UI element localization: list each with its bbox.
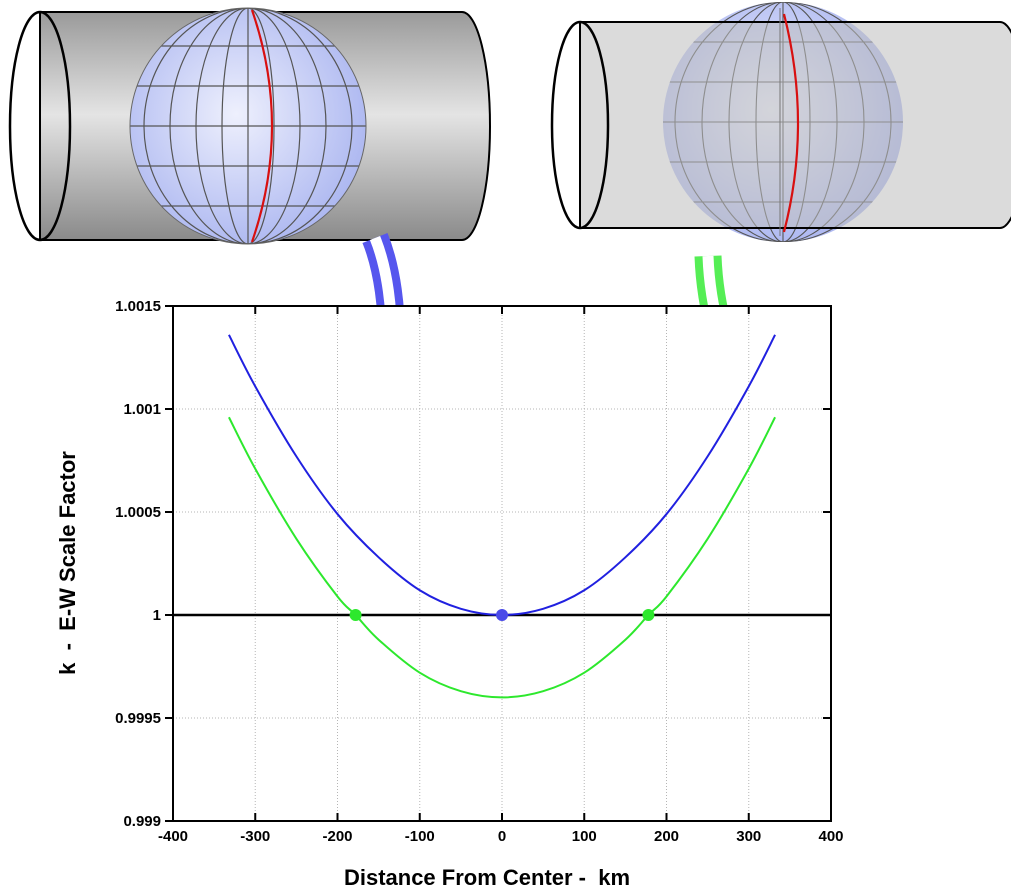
cylinder-body bbox=[579, 21, 1011, 229]
x-tick-label: 0 bbox=[498, 828, 506, 845]
y-axis-label: k - E-W Scale Factor bbox=[55, 451, 80, 675]
x-tick-label: -300 bbox=[240, 828, 270, 845]
plot-area bbox=[173, 306, 831, 821]
x-tick-label: 100 bbox=[572, 828, 597, 845]
plot-frame bbox=[172, 305, 832, 822]
x-tick-labels: -400 -300 -200 -100 0 100 200 300 400 bbox=[158, 828, 844, 845]
tangent-meridian-line bbox=[250, 9, 274, 243]
x-tick-label: -100 bbox=[405, 828, 435, 845]
y-tick-label: 1.0005 bbox=[115, 504, 161, 521]
series-line-2 bbox=[228, 416, 776, 699]
x-tick-label: 200 bbox=[654, 828, 679, 845]
intersection-point-3 bbox=[642, 609, 655, 621]
y-tick-label: 1 bbox=[153, 607, 161, 624]
secant-meridian-line bbox=[782, 13, 800, 233]
x-tick-label: -200 bbox=[322, 828, 352, 845]
marker-layer bbox=[349, 609, 655, 621]
scale-factor-chart: 0.999 0.9995 1 1.0005 1.001 1.0015 -400 -300 -2… bbox=[55, 298, 844, 890]
tangent-cylinder-illustration bbox=[8, 7, 491, 245]
intersection-point-2 bbox=[349, 609, 362, 621]
globe-graticule bbox=[130, 8, 366, 244]
y-tick-labels: 0.999 0.9995 1 1.0005 1.001 1.0015 bbox=[115, 298, 161, 830]
y-tick-label: 1.001 bbox=[123, 401, 161, 418]
x-tick-label: 300 bbox=[736, 828, 761, 845]
x-axis-label: Distance From Center - km bbox=[344, 865, 630, 890]
x-tick-label: -400 bbox=[158, 828, 188, 845]
y-tick-label: 0.999 bbox=[123, 813, 161, 830]
cylinder-end-ellipse bbox=[8, 10, 72, 242]
y-tick-label: 1.0015 bbox=[115, 298, 161, 315]
secant-cylinder-illustration bbox=[550, 2, 1011, 242]
cylinder-end-ellipse bbox=[550, 20, 610, 230]
intersection-point-1 bbox=[496, 609, 508, 621]
x-tick-label: 400 bbox=[818, 828, 843, 845]
y-tick-label: 0.9995 bbox=[115, 710, 161, 727]
